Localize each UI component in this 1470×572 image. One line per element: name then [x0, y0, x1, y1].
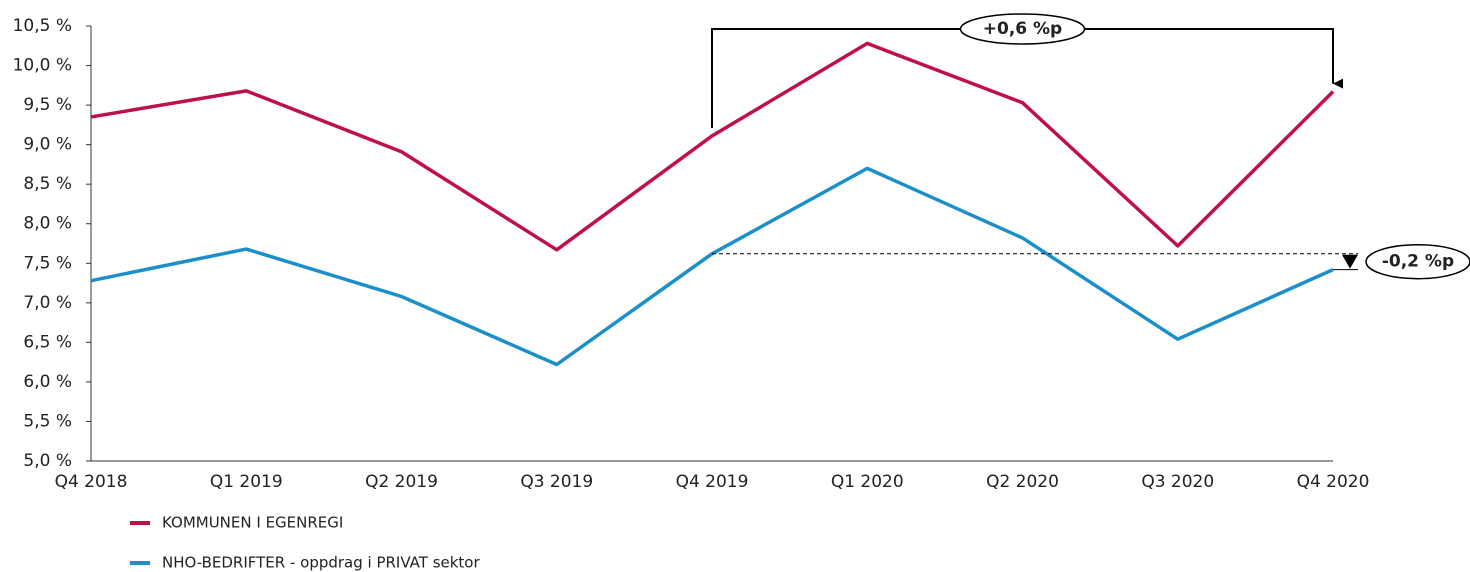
annotation-arrow: [1342, 254, 1358, 269]
y-tick-label: 9,0 %: [23, 135, 72, 155]
x-tick-label: Q4 2019: [676, 472, 749, 492]
x-tick-label: Q4 2020: [1297, 472, 1370, 492]
y-tick-label: 8,5 %: [23, 174, 72, 194]
y-tick-label: 6,5 %: [23, 332, 72, 352]
y-tick-label: 6,0 %: [23, 372, 72, 392]
line-series: [90, 166, 1334, 367]
y-tick-label: 5,5 %: [23, 411, 72, 431]
x-tick-label: Q2 2019: [365, 472, 438, 492]
y-tick-label: 7,5 %: [23, 253, 72, 273]
y-tick-label: 7,0 %: [23, 293, 72, 313]
x-tick-label: Q1 2020: [831, 472, 904, 492]
x-tick-label: Q3 2019: [520, 472, 593, 492]
annotation-oval: [1365, 243, 1470, 280]
legend-label: NHO-BEDRIFTER - oppdrag i PRIVAT sektor: [162, 554, 480, 572]
x-tick-label: Q2 2020: [986, 472, 1059, 492]
x-tick-label: Q4 2018: [55, 472, 128, 492]
annotation-oval: [959, 13, 1086, 45]
annotation-text: -0,2 %p: [1382, 252, 1454, 272]
y-tick-label: 9,5 %: [23, 95, 72, 115]
y-tick-label: 10,5 %: [13, 16, 72, 36]
x-tick-label: Q3 2020: [1141, 472, 1214, 492]
y-tick-label: 10,0 %: [13, 56, 72, 76]
legend-label: KOMMUNEN I EGENREGI: [162, 514, 343, 532]
annotation-text: +0,6 %p: [983, 19, 1062, 39]
line-series: [90, 41, 1335, 252]
x-tick-label: Q1 2019: [210, 472, 283, 492]
y-tick-label: 8,0 %: [23, 214, 72, 234]
y-tick-label: 5,0 %: [23, 451, 72, 471]
